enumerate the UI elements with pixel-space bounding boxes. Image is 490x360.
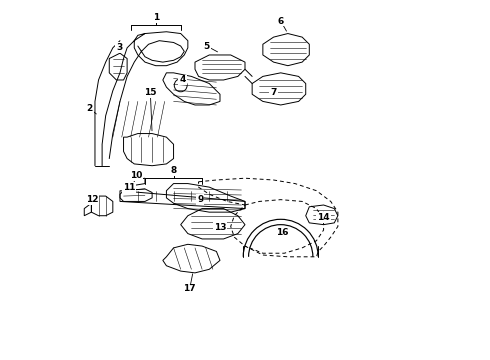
Text: 16: 16 [275, 228, 288, 237]
Text: 11: 11 [122, 183, 135, 192]
Text: 1: 1 [152, 13, 159, 22]
Text: 13: 13 [214, 222, 226, 231]
Text: 14: 14 [318, 213, 330, 222]
Text: 5: 5 [204, 41, 210, 50]
Text: 17: 17 [183, 284, 196, 293]
Text: 8: 8 [171, 166, 177, 175]
Text: 15: 15 [144, 88, 157, 97]
Text: 2: 2 [86, 104, 93, 113]
Text: 9: 9 [197, 195, 203, 204]
Text: 3: 3 [116, 43, 122, 52]
Text: 12: 12 [86, 195, 98, 204]
Text: 7: 7 [270, 88, 277, 97]
Text: 6: 6 [278, 17, 284, 26]
Text: 10: 10 [130, 171, 142, 180]
Text: 4: 4 [179, 76, 186, 85]
